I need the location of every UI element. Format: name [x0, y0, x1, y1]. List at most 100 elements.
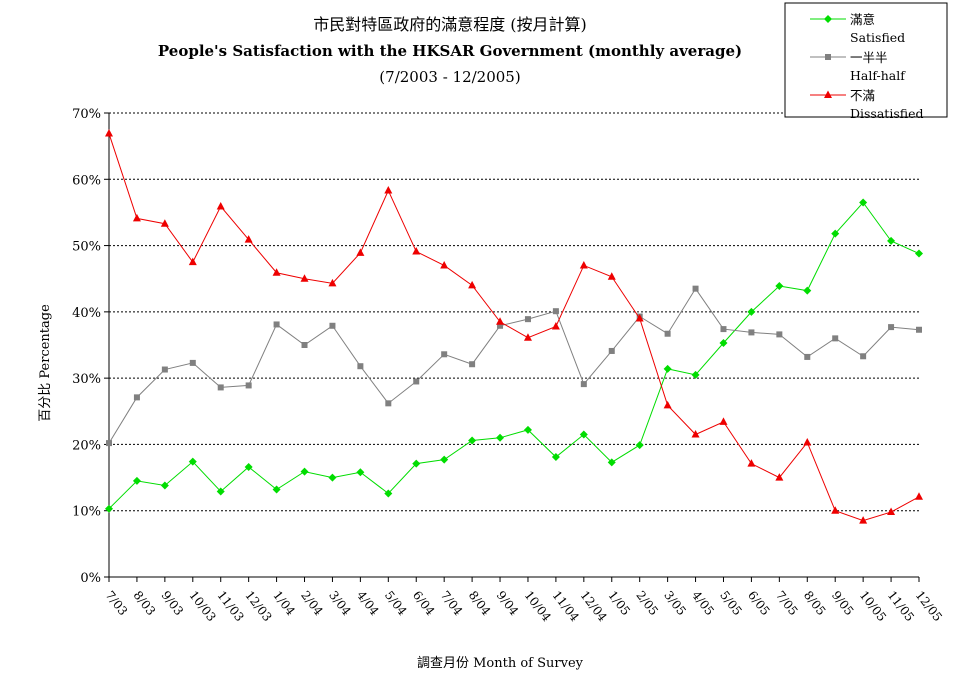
data-point-half-half: [888, 324, 895, 331]
gridlines: [109, 112, 919, 512]
data-point-satisfied: [328, 473, 337, 482]
data-point-satisfied: [356, 468, 365, 477]
x-tick-label: 11/05: [885, 588, 917, 624]
x-tick-label: 6/04: [410, 588, 438, 618]
x-tick-label: 9/05: [829, 588, 857, 618]
series-satisfied: [105, 198, 923, 513]
data-point-satisfied: [831, 229, 840, 238]
series-line-satisfied: [108, 201, 920, 510]
legend-label-zh: 一半半: [850, 50, 888, 65]
data-point-dissatisfied: [635, 313, 644, 322]
data-point-dissatisfied: [523, 333, 532, 341]
data-point-satisfied: [635, 441, 644, 450]
x-tick-label: 12/05: [913, 588, 945, 624]
x-tick-label: 10/05: [857, 588, 889, 624]
x-tick-label: 4/04: [354, 588, 382, 618]
data-point-half-half: [329, 322, 336, 329]
x-tick-label: 10/03: [186, 588, 218, 624]
data-point-satisfied: [468, 436, 477, 445]
legend-label-zh: 不滿: [850, 88, 875, 103]
x-tick-label: 3/04: [326, 588, 354, 618]
legend-item-satisfied: 滿意 Satisfied: [810, 12, 905, 45]
data-point-satisfied: [272, 485, 281, 494]
x-tick-label: 12/04: [577, 588, 610, 624]
data-point-satisfied: [496, 433, 505, 442]
data-point-half-half: [776, 331, 783, 338]
data-point-half-half: [916, 326, 922, 333]
x-tick-label: 6/05: [745, 588, 773, 618]
data-point-dissatisfied: [551, 321, 560, 330]
data-point-dissatisfied: [188, 257, 197, 266]
data-point-half-half: [552, 308, 559, 315]
series-line-half-half: [108, 287, 920, 444]
x-tick-label: 7/03: [103, 588, 131, 618]
data-point-satisfied: [132, 476, 141, 485]
y-tick-label: 10%: [72, 505, 101, 520]
legend-swatch-marker: [824, 90, 832, 98]
data-point-dissatisfied: [468, 280, 477, 289]
y-tick-label: 50%: [72, 240, 101, 255]
chart-subtitle: People's Satisfaction with the HKSAR Gov…: [158, 42, 742, 60]
data-point-dissatisfied: [244, 235, 253, 243]
data-point-half-half: [106, 440, 112, 447]
y-tick-label: 60%: [72, 173, 101, 188]
data-point-dissatisfied: [216, 201, 225, 210]
data-point-half-half: [357, 363, 364, 370]
data-point-satisfied: [747, 307, 756, 316]
data-point-satisfied: [663, 364, 672, 373]
data-point-dissatisfied: [663, 400, 672, 409]
data-point-satisfied: [579, 430, 588, 439]
data-point-satisfied: [775, 282, 784, 291]
x-tick-label: 2/05: [633, 588, 661, 618]
data-point-dissatisfied: [412, 247, 421, 255]
data-point-satisfied: [412, 459, 421, 468]
legend: 滿意 Satisfied 一半半 Half-half 不滿 Dissatisfied: [784, 2, 948, 121]
y-axis-ticks: 0% 10% 20% 30% 40% 50% 60% 70%: [72, 107, 109, 586]
data-point-dissatisfied: [496, 317, 505, 325]
legend-swatch-marker: [824, 15, 832, 23]
data-point-satisfied: [887, 236, 896, 245]
data-point-dissatisfied: [691, 429, 700, 438]
x-tick-label: 7/04: [438, 588, 466, 618]
x-tick-label: 8/03: [131, 588, 159, 618]
data-point-satisfied: [105, 504, 113, 513]
x-tick-label: 12/03: [242, 588, 274, 624]
y-tick-label: 30%: [72, 372, 101, 387]
data-point-half-half: [524, 316, 531, 323]
data-point-dissatisfied: [607, 272, 616, 280]
x-tick-label: 5/04: [382, 588, 410, 618]
data-point-half-half: [385, 400, 392, 407]
y-tick-label: 0%: [80, 571, 101, 586]
data-point-satisfied: [691, 370, 700, 379]
data-point-dissatisfied: [887, 507, 896, 516]
data-point-satisfied: [803, 286, 812, 295]
x-tick-label: 11/03: [214, 588, 246, 624]
data-point-half-half: [413, 378, 420, 385]
axes: [108, 113, 919, 578]
data-point-dissatisfied: [831, 506, 840, 514]
series-dissatisfied: [105, 129, 923, 524]
y-tick-label: 70%: [72, 107, 101, 122]
data-point-dissatisfied: [440, 260, 449, 269]
data-point-satisfied: [384, 489, 393, 498]
data-point-dissatisfied: [859, 516, 868, 524]
data-point-satisfied: [440, 455, 449, 464]
y-axis-label: 百分比 Percentage: [38, 304, 53, 422]
data-point-half-half: [301, 342, 308, 348]
legend-swatch-marker: [825, 54, 831, 60]
data-point-half-half: [441, 351, 448, 358]
data-point-half-half: [664, 330, 671, 337]
data-point-dissatisfied: [384, 186, 393, 194]
x-tick-label: 2/04: [298, 588, 326, 618]
data-point-satisfied: [859, 198, 868, 207]
data-point-half-half: [273, 321, 280, 328]
legend-label-zh: 滿意: [850, 12, 875, 27]
data-point-dissatisfied: [300, 274, 309, 282]
data-point-dissatisfied: [579, 260, 588, 269]
data-point-dissatisfied: [328, 278, 337, 287]
data-point-dissatisfied: [775, 473, 784, 481]
series-line-dissatisfied: [108, 133, 920, 522]
x-tick-label: 4/05: [689, 588, 717, 618]
x-tick-label: 10/04: [522, 588, 555, 624]
